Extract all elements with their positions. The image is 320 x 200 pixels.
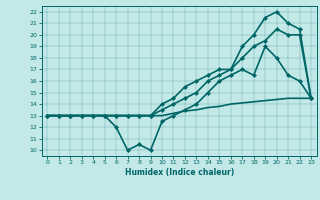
X-axis label: Humidex (Indice chaleur): Humidex (Indice chaleur) — [124, 168, 234, 177]
